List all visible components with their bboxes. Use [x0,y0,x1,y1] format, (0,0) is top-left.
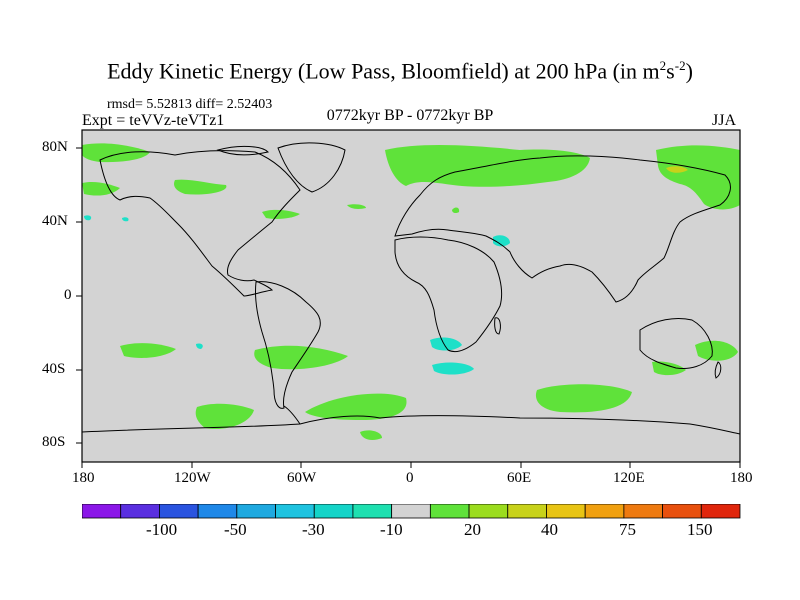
colorbar-label-20: 20 [464,520,481,539]
colorbar-box [275,504,315,519]
colorbar-label-neg50: -50 [224,520,247,539]
coastlines [81,142,741,435]
lat-label-40s: 40S [42,361,66,377]
lon-label-180e: 180 [730,470,753,486]
colorbar-box [429,504,470,519]
colorbar-box [507,504,547,519]
lon-label-60w: 60W [287,470,317,486]
colorbar-box [662,504,702,519]
colorbar-box [82,504,122,519]
colorbar-box [584,504,625,519]
colorbar-box [197,504,238,519]
colorbar-box [623,504,663,519]
colorbar-label-neg100: -100 [146,520,178,539]
stats-text: rmsd= 5.52813 diff= 2.52403 [107,97,273,112]
lat-label-40n: 40N [42,213,68,229]
colorbar-box [313,504,354,519]
colorbar-box [546,504,586,519]
colorbar-label-150: 150 [687,520,713,539]
moderate-positive-region [666,166,688,173]
colorbar-box [236,504,276,519]
lon-ticks [81,462,741,468]
positive-anomaly-regions [82,128,740,440]
lon-label-120w: 120W [174,470,211,486]
period-label: 0772kyr BP - 0772kyr BP [326,107,494,124]
colorbar-label-neg30: -30 [302,520,325,539]
lat-label-80s: 80S [42,434,66,450]
experiment-label: Expt = teVVz-teVTz1 [82,112,225,129]
lat-label-80n: 80N [42,139,68,155]
colorbar-box [700,504,741,519]
colorbar-label-75: 75 [619,520,636,539]
colorbar-label-40: 40 [541,520,558,539]
colorbar-label-neg10: -10 [380,520,403,539]
colorbar-box [159,504,199,519]
negative-anomaly-regions [84,215,510,375]
colorbar-box [391,504,431,519]
plot-title: Eddy Kinetic Energy (Low Pass, Bloomfiel… [107,58,693,84]
lon-label-60e: 60E [507,470,532,486]
lon-label-0: 0 [406,470,414,486]
colorbar-boxes [82,504,741,519]
colorbar-box [120,504,160,519]
lon-label-120e: 120E [613,470,645,486]
colorbar-box [352,504,393,519]
colorbar-box [468,504,509,519]
lat-label-0: 0 [64,287,72,303]
season-label: JJA [712,112,737,129]
lat-ticks [76,147,82,444]
lon-label-180w: 180 [72,470,95,486]
colorbar [82,504,741,519]
